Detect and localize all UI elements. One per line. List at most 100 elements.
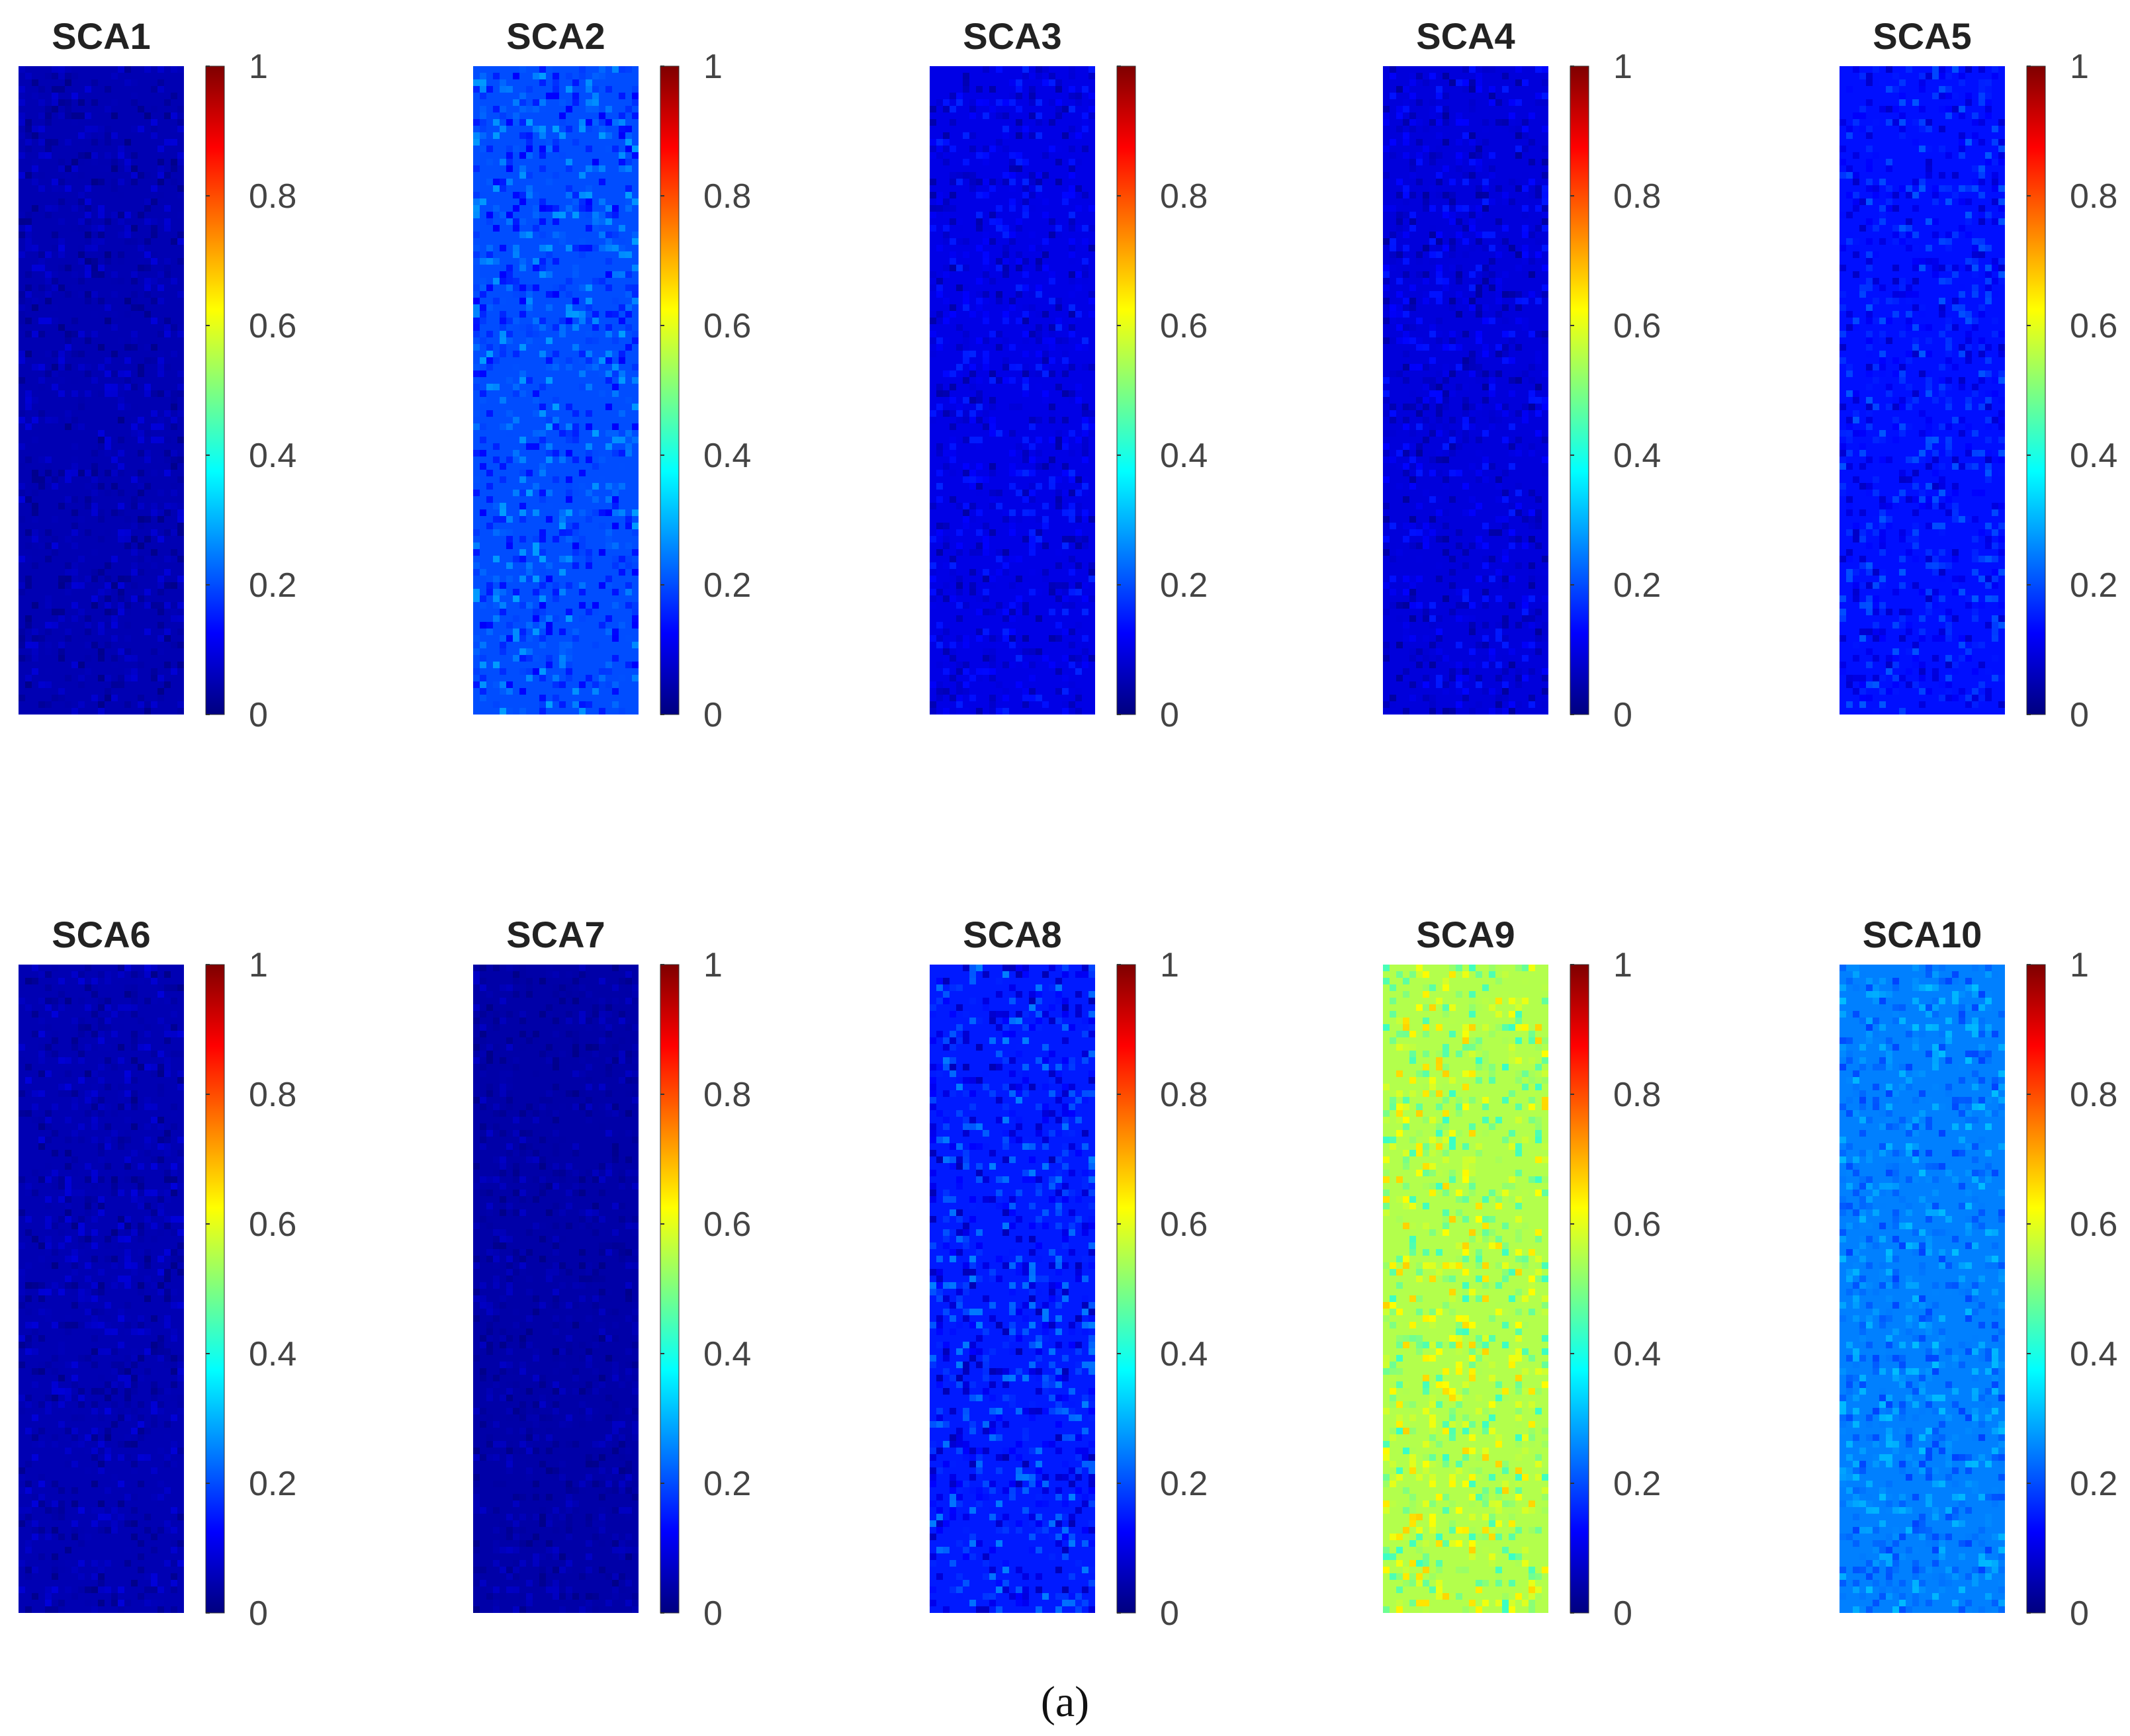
heatmap-cell [473, 423, 480, 430]
heatmap-cell [1009, 73, 1016, 79]
heatmap-cell [546, 450, 553, 456]
heatmap-cell [45, 73, 52, 79]
heatmap-cell [1442, 523, 1449, 529]
heatmap-cell [118, 404, 124, 410]
heatmap-cell [619, 377, 625, 384]
heatmap-cell [473, 251, 480, 258]
heatmap-cell [1859, 602, 1866, 609]
heatmap-cell [619, 152, 625, 159]
heatmap-cell [500, 668, 506, 675]
heatmap-cell [513, 278, 519, 284]
heatmap-cell [1912, 119, 1919, 126]
heatmap-cell [1036, 73, 1042, 79]
heatmap-cell [111, 655, 118, 662]
heatmap-cell [1055, 159, 1062, 165]
heatmap-cell [131, 1150, 138, 1156]
heatmap-cell [1542, 456, 1548, 463]
heatmap-cell [612, 430, 619, 437]
heatmap-cell [533, 536, 539, 542]
heatmap-cell [124, 212, 131, 218]
heatmap-cell [943, 159, 950, 165]
heatmap-cell [969, 569, 976, 576]
heatmap-cell [1972, 251, 1978, 258]
heatmap-cell [157, 192, 164, 198]
heatmap-cell [1529, 291, 1535, 298]
heatmap-cell [473, 490, 480, 496]
heatmap-cell [1489, 377, 1495, 384]
heatmap-cell [105, 1163, 111, 1170]
colorbar [205, 65, 225, 715]
heatmap-cell [1022, 73, 1029, 79]
heatmap-cell [533, 225, 539, 232]
heatmap-cell [976, 417, 983, 423]
heatmap-cell [566, 185, 572, 192]
heatmap-cell [25, 542, 32, 549]
heatmap-cell [1469, 648, 1476, 655]
heatmap-cell [52, 1130, 58, 1137]
heatmap-cell [1899, 430, 1906, 437]
heatmap-cell [480, 397, 486, 404]
heatmap-cell [91, 1070, 98, 1077]
heatmap-cell [1959, 284, 1965, 291]
heatmap-cell [1036, 483, 1042, 490]
heatmap-cell [1529, 364, 1535, 370]
heatmap-cell [996, 569, 1002, 576]
heatmap-cell [493, 443, 500, 450]
heatmap-cell [1952, 615, 1959, 622]
heatmap-cell [32, 1090, 38, 1097]
heatmap-cell [983, 232, 989, 238]
heatmap-cell [105, 152, 111, 159]
heatmap-cell [1476, 73, 1482, 79]
heatmap-cell [105, 971, 111, 978]
heatmap-cell [65, 629, 71, 635]
heatmap-cell [118, 576, 124, 582]
heatmap-cell [65, 1084, 71, 1090]
heatmap-cell [177, 291, 184, 298]
heatmap-cell [25, 1229, 32, 1236]
heatmap-cell [91, 258, 98, 265]
heatmap-cell [1436, 496, 1442, 503]
heatmap-cell [1029, 536, 1036, 542]
heatmap-cell [1082, 192, 1088, 198]
heatmap-cell [1429, 106, 1436, 112]
heatmap-cell [1462, 172, 1469, 179]
heatmap-cell [1009, 159, 1016, 165]
heatmap-cell [138, 978, 144, 984]
heatmap-cell [1423, 198, 1429, 205]
heatmap-cell [32, 642, 38, 648]
heatmap-cell [996, 681, 1002, 688]
heatmap-cell [526, 331, 533, 337]
heatmap-cell [1036, 99, 1042, 106]
heatmap-cell [1945, 232, 1952, 238]
heatmap-cell [38, 1176, 45, 1183]
heatmap-cell [1859, 126, 1866, 132]
heatmap-cell [1535, 192, 1542, 198]
heatmap-cell [1515, 179, 1522, 185]
heatmap-cell [1442, 443, 1449, 450]
heatmap-cell [526, 576, 533, 582]
heatmap-cell [605, 218, 612, 225]
heatmap-cell [619, 271, 625, 278]
heatmap-cell [559, 99, 566, 106]
heatmap-cell [1016, 595, 1022, 602]
heatmap-cell [98, 1289, 105, 1295]
heatmap-cell [1469, 225, 1476, 232]
heatmap-cell [1489, 463, 1495, 470]
heatmap-cell [963, 159, 969, 165]
heatmap-cell [1866, 79, 1873, 86]
heatmap-cell [1042, 523, 1049, 529]
heatmap-cell [963, 410, 969, 417]
heatmap-cell [632, 377, 639, 384]
heatmap-cell [605, 284, 612, 291]
heatmap-cell [85, 503, 91, 509]
heatmap-cell [553, 404, 559, 410]
heatmap-cell [473, 476, 480, 483]
heatmap-cell [1515, 318, 1522, 324]
heatmap-cell [513, 318, 519, 324]
heatmap-cell [1992, 159, 1998, 165]
heatmap-cell [65, 562, 71, 569]
heatmap-cell [579, 536, 586, 542]
heatmap-cell [98, 1322, 105, 1328]
heatmap-cell [1456, 291, 1462, 298]
heatmap-cell [553, 232, 559, 238]
